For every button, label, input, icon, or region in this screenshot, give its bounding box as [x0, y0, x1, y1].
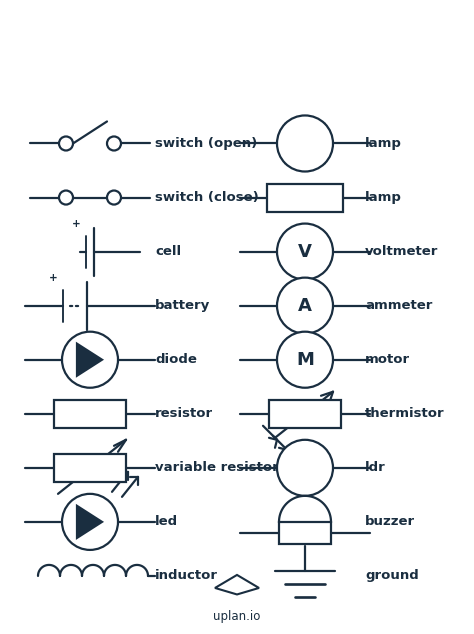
Bar: [269, 400, 341, 428]
Circle shape: [62, 494, 118, 550]
Text: buzzer: buzzer: [365, 515, 415, 528]
Circle shape: [107, 136, 121, 150]
Text: uplan.io: uplan.io: [213, 610, 261, 623]
Text: ldr: ldr: [365, 462, 386, 474]
Text: cell: cell: [155, 245, 181, 258]
Circle shape: [277, 278, 333, 333]
Text: +: +: [49, 273, 57, 283]
Circle shape: [59, 136, 73, 150]
Text: V: V: [298, 243, 312, 261]
Polygon shape: [77, 344, 102, 376]
Circle shape: [277, 115, 333, 172]
Text: switch (close): switch (close): [155, 191, 259, 204]
Bar: [267, 183, 343, 212]
Text: +: +: [72, 219, 81, 229]
Circle shape: [107, 191, 121, 205]
Text: resistor: resistor: [155, 407, 213, 420]
Circle shape: [277, 224, 333, 280]
Text: voltmeter: voltmeter: [365, 245, 438, 258]
Text: Electrical circuit symbols: Electrical circuit symbols: [70, 29, 404, 53]
Text: lamp: lamp: [365, 191, 402, 204]
Polygon shape: [215, 575, 259, 595]
Text: M: M: [296, 351, 314, 369]
Circle shape: [277, 332, 333, 388]
Text: inductor: inductor: [155, 569, 218, 583]
Circle shape: [59, 191, 73, 205]
Bar: [54, 454, 126, 482]
Text: motor: motor: [365, 353, 410, 366]
Circle shape: [62, 332, 118, 388]
Text: lamp: lamp: [365, 137, 402, 150]
Text: A: A: [298, 297, 312, 314]
Text: diode: diode: [155, 353, 197, 366]
Bar: [54, 400, 126, 428]
Text: ammeter: ammeter: [365, 299, 432, 312]
Polygon shape: [77, 506, 102, 538]
Text: battery: battery: [155, 299, 210, 312]
Text: variable resistor: variable resistor: [155, 462, 279, 474]
Text: led: led: [155, 515, 178, 528]
Text: switch (open): switch (open): [155, 137, 257, 150]
Text: thermistor: thermistor: [365, 407, 445, 420]
Bar: [279, 522, 331, 544]
Circle shape: [277, 440, 333, 496]
Text: ground: ground: [365, 569, 419, 583]
